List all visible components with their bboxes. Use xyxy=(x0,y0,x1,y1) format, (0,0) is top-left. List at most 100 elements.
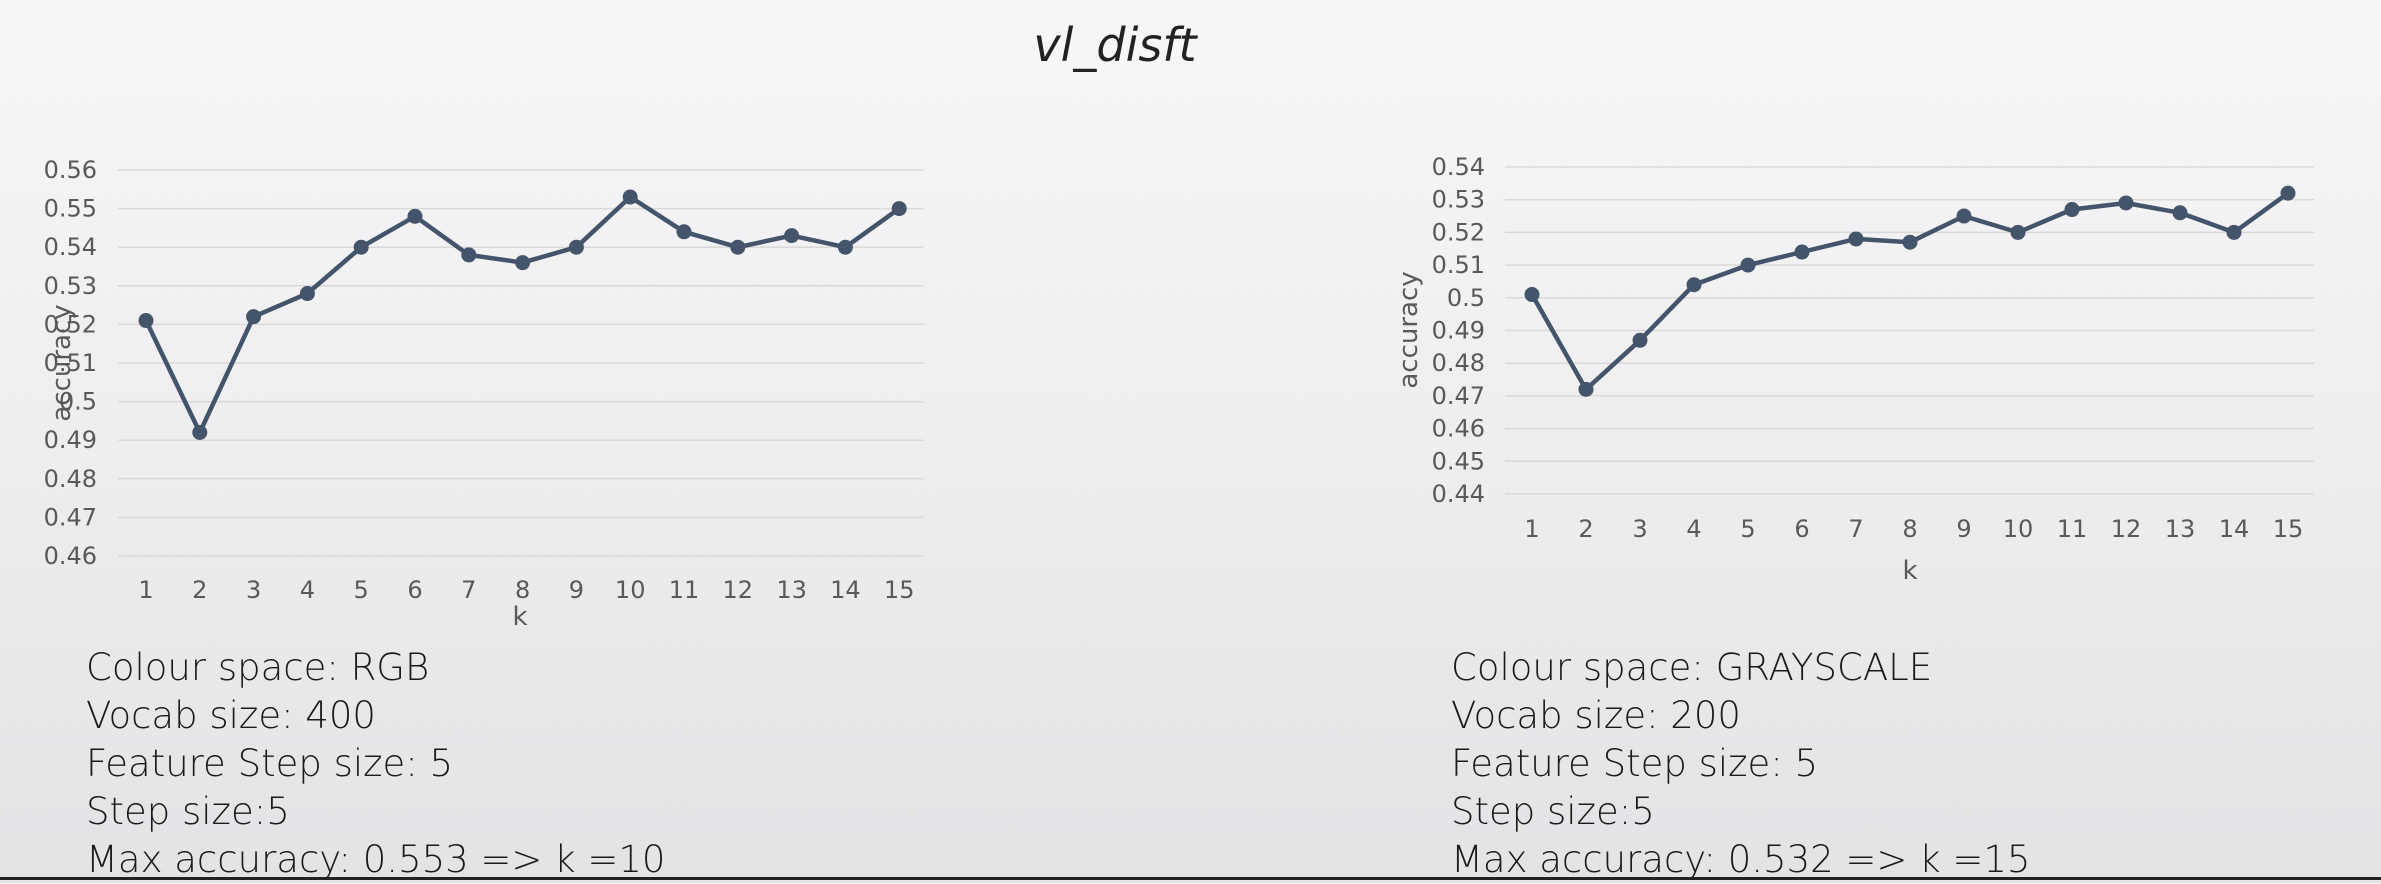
x-tick-label: 12 xyxy=(723,576,754,604)
data-point xyxy=(461,247,477,263)
y-tick-label: 0.48 xyxy=(1432,349,1485,377)
x-tick-label: 9 xyxy=(1956,515,1971,543)
grayscale-accuracy-chart: 0.44 0.45 0.46 0.47 0.48 0.49 0.5 0.51 0.52 0.53 0… xyxy=(1394,153,2314,586)
data-point xyxy=(299,286,315,302)
x-tick-label: 8 xyxy=(1902,515,1917,543)
data-point xyxy=(138,313,154,329)
series-line xyxy=(1530,191,2290,392)
x-tick-label: 1 xyxy=(138,576,153,604)
colour-space-text: Colour space: RGB xyxy=(86,646,430,689)
x-tick-label: 3 xyxy=(246,576,261,604)
y-tick-label: 0.49 xyxy=(1432,317,1485,345)
x-tick-label: 11 xyxy=(669,576,700,604)
data-point xyxy=(1956,208,1972,224)
data-point xyxy=(784,228,800,244)
data-point xyxy=(2118,195,2134,211)
bottom-divider xyxy=(0,877,2381,880)
y-tick-label: 0.46 xyxy=(44,542,97,570)
data-point xyxy=(1848,231,1864,247)
x-tick-label: 5 xyxy=(1740,515,1755,543)
data-point xyxy=(891,201,907,217)
rgb-accuracy-chart: 0.46 0.47 0.48 0.49 0.5 0.51 0.52 0.53 0.54 0.55 0… xyxy=(44,156,924,632)
y-tick-label: 0.46 xyxy=(1432,415,1485,443)
x-tick-label: 15 xyxy=(2273,515,2304,543)
y-tick-label: 0.47 xyxy=(44,503,97,531)
data-point xyxy=(837,239,853,255)
data-point xyxy=(676,224,692,240)
vocab-size-text: Vocab size: 400 xyxy=(86,694,376,737)
y-tick-label: 0.48 xyxy=(44,465,97,493)
x-tick-label: 14 xyxy=(830,576,861,604)
y-tick-label: 0.49 xyxy=(44,426,97,454)
data-point xyxy=(1524,287,1540,303)
data-point xyxy=(730,239,746,255)
x-tick-label: 14 xyxy=(2219,515,2250,543)
y-tick-label: 0.53 xyxy=(1432,186,1485,214)
data-point xyxy=(2064,202,2080,218)
y-tick-label: 0.52 xyxy=(1432,218,1485,246)
x-tick-label: 4 xyxy=(1686,515,1701,543)
x-tick-label: 12 xyxy=(2111,515,2142,543)
data-point xyxy=(2010,224,2026,240)
y-tick-label: 0.52 xyxy=(44,310,97,338)
y-axis-title: accuracy xyxy=(47,304,77,421)
x-tick-label: 6 xyxy=(1794,515,1809,543)
y-tick-label: 0.5 xyxy=(59,388,97,416)
x-tick-label: 4 xyxy=(300,576,315,604)
data-point xyxy=(192,424,208,440)
y-tick-label: 0.45 xyxy=(1432,447,1485,475)
y-tick-label: 0.47 xyxy=(1432,382,1485,410)
x-tick-label: 6 xyxy=(407,576,422,604)
y-tick-label: 0.55 xyxy=(44,195,97,223)
x-tick-label: 11 xyxy=(2057,515,2088,543)
x-tick-label: 10 xyxy=(615,576,646,604)
data-point xyxy=(1740,257,1756,273)
x-tick-label: 2 xyxy=(1578,515,1593,543)
x-tick-label: 10 xyxy=(2003,515,2034,543)
x-axis-title: k xyxy=(512,602,527,632)
data-point xyxy=(407,208,423,224)
rgb-settings-panel: Colour space: RGB Vocab size: 400 Featur… xyxy=(86,644,665,884)
data-point xyxy=(2172,205,2188,221)
x-tick-label: 13 xyxy=(776,576,807,604)
data-point xyxy=(622,189,638,205)
feature-step-size-text: Feature Step size: 5 xyxy=(1451,742,1819,785)
y-tick-label: 0.51 xyxy=(1432,251,1485,279)
data-point xyxy=(246,309,262,325)
x-tick-label: 7 xyxy=(1848,515,1863,543)
data-point xyxy=(568,239,584,255)
colour-space-text: Colour space: GRAYSCALE xyxy=(1451,646,1933,689)
data-point xyxy=(1902,234,1918,250)
data-point xyxy=(1632,332,1648,348)
x-tick-label: 7 xyxy=(461,576,476,604)
y-tick-label: 0.54 xyxy=(44,233,97,261)
x-tick-label: 1 xyxy=(1524,515,1539,543)
x-tick-label: 13 xyxy=(2165,515,2196,543)
data-point xyxy=(2280,185,2296,201)
data-point xyxy=(353,239,369,255)
vocab-size-text: Vocab size: 200 xyxy=(1451,694,1741,737)
max-accuracy-text: Max accuracy: 0.532 => k =15 xyxy=(1451,838,2031,881)
x-tick-label: 8 xyxy=(515,576,530,604)
data-point xyxy=(2226,224,2242,240)
y-tick-label: 0.44 xyxy=(1432,480,1485,508)
x-tick-label: 2 xyxy=(192,576,207,604)
max-accuracy-text: Max accuracy: 0.553 => k =10 xyxy=(86,838,666,881)
feature-step-size-text: Feature Step size: 5 xyxy=(86,742,454,785)
y-tick-label: 0.53 xyxy=(44,272,97,300)
data-point xyxy=(1686,277,1702,293)
step-size-text: Step size:5 xyxy=(1451,790,1655,833)
x-tick-label: 3 xyxy=(1632,515,1647,543)
x-tick-label: 15 xyxy=(884,576,915,604)
y-tick-label: 0.5 xyxy=(1447,284,1485,312)
x-axis-title: k xyxy=(1902,556,1917,586)
data-point xyxy=(1794,244,1810,260)
y-tick-label: 0.54 xyxy=(1432,153,1485,181)
data-point xyxy=(1578,381,1594,397)
grayscale-settings-panel: Colour space: GRAYSCALE Vocab size: 200 … xyxy=(1451,644,2030,884)
x-tick-label: 5 xyxy=(354,576,369,604)
y-tick-label: 0.56 xyxy=(44,156,97,184)
y-axis-title: accuracy xyxy=(1394,271,1424,388)
x-tick-label: 9 xyxy=(569,576,584,604)
step-size-text: Step size:5 xyxy=(86,790,290,833)
